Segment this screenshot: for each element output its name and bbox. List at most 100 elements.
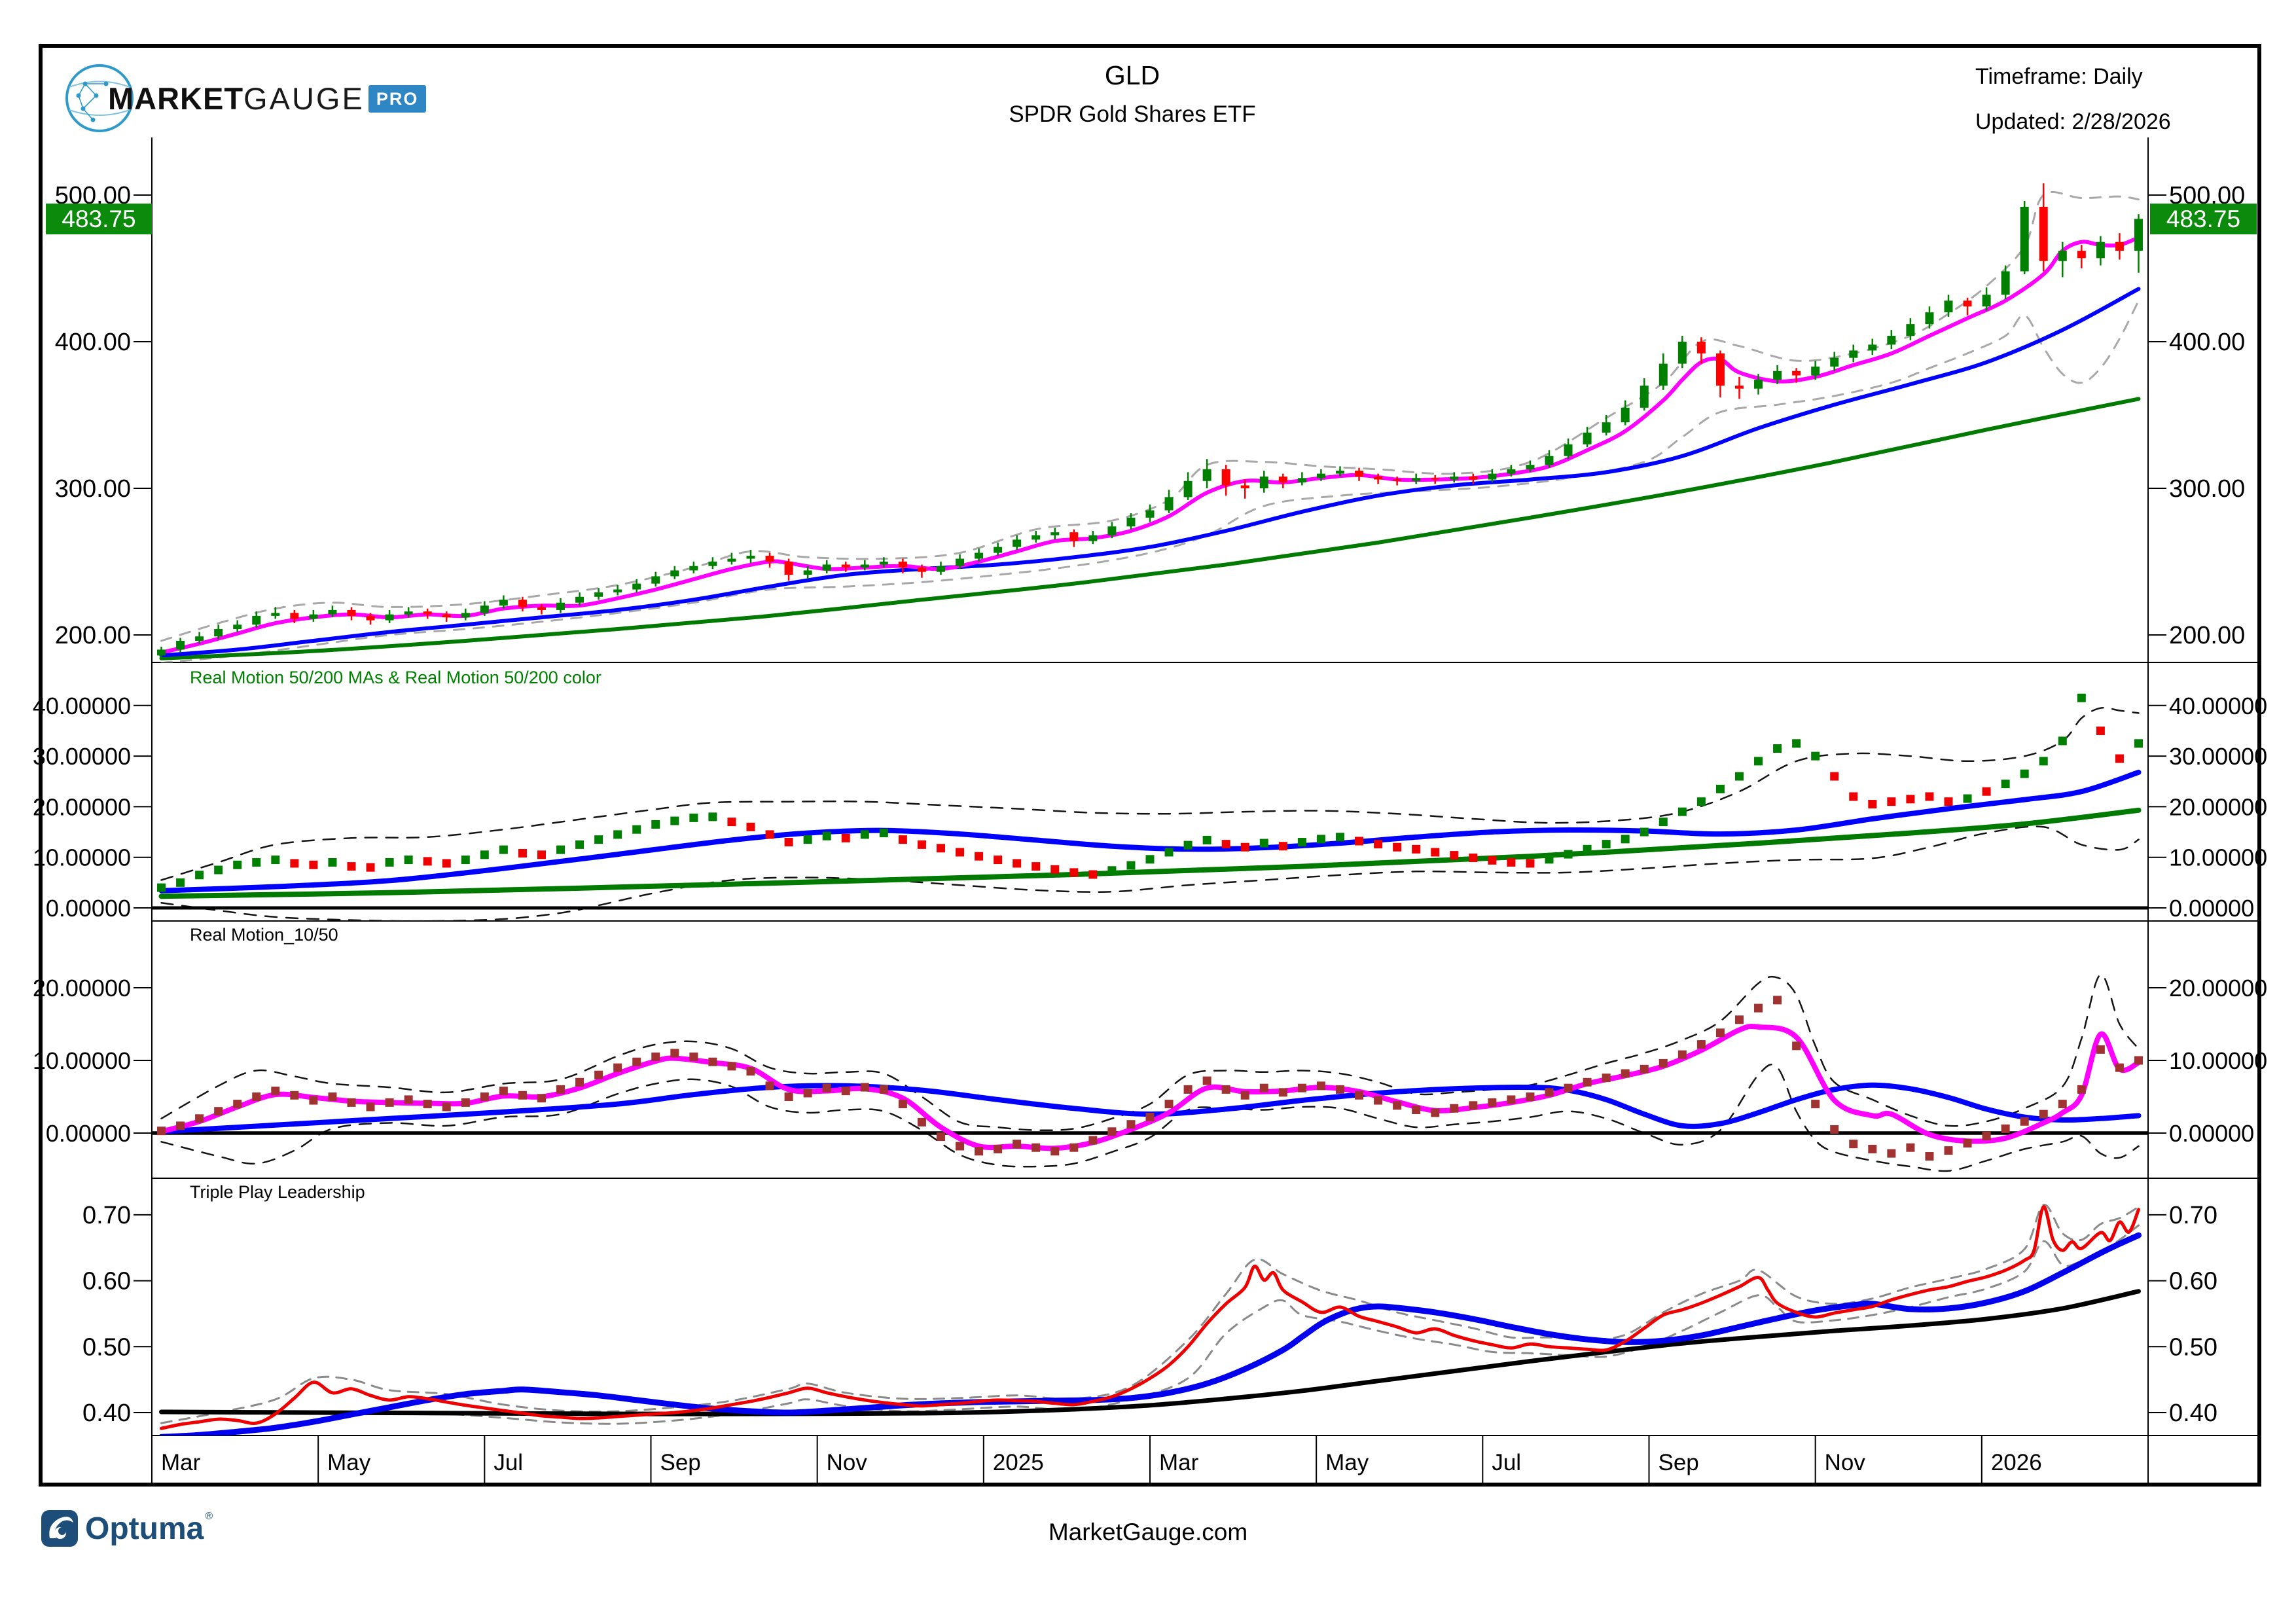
candle-body (1050, 532, 1060, 535)
rm1050-dot (651, 1052, 660, 1061)
candle-body (1202, 469, 1211, 481)
candle-body (385, 614, 394, 621)
y-tick-label-left: 10.00000 (33, 844, 131, 871)
candle-body (765, 556, 774, 562)
rm1050-dot (670, 1049, 679, 1058)
rm50200-dot (366, 863, 375, 872)
rm50200-dot (975, 852, 984, 861)
rm1050-dot (2134, 1056, 2143, 1065)
rm1050-dot (594, 1070, 603, 1079)
rm50200-dot (841, 833, 850, 842)
candle-body (157, 649, 166, 656)
candle-body (1754, 380, 1763, 389)
y-tick-label-left: 0.00000 (46, 895, 131, 922)
rm50200-dot (1830, 772, 1839, 781)
rm50200-dot (632, 825, 641, 834)
rm50200-dot (1450, 851, 1459, 860)
rm1050-dot (1545, 1088, 1554, 1097)
candle-body (1526, 465, 1535, 469)
y-tick-label-right: 0.40 (2169, 1399, 2217, 1427)
rm50200-dot (1811, 751, 1820, 761)
rm50200-dot (651, 820, 660, 829)
logo-gauge: GAUGE (243, 81, 365, 116)
rm50200-dot (1013, 859, 1022, 868)
x-axis-month-strip: Mar May Jul Sep Nov 2025 Mar May Jul Sep Nov 2026 (151, 1435, 2149, 1483)
rm1050-dot (252, 1092, 261, 1101)
rm1050-dot (1963, 1139, 1972, 1148)
rm50200-dot (1754, 757, 1763, 766)
y-tick-label-right: 0.50 (2169, 1333, 2217, 1361)
candle-body (594, 592, 603, 597)
rm50200-dot (176, 878, 185, 887)
rm1050-dot (214, 1107, 223, 1116)
rm1050-dot (366, 1102, 375, 1111)
header-meta: Timeframe: Daily Updated: 2/28/2026 (1975, 64, 2171, 135)
candle-body (1278, 477, 1287, 483)
y-tick-label-right: 30.00000 (2169, 743, 2267, 770)
page-subtitle: SPDR Gold Shares ETF (1009, 101, 1256, 127)
rm1050-dot (1374, 1096, 1383, 1105)
y-tick-label-right: 300.00 (2169, 475, 2245, 503)
y-tick-label-left: 0.60 (82, 1268, 131, 1295)
rm50200-dot (1126, 861, 1136, 870)
rm50200-dot (803, 835, 812, 844)
rm1050-dot (1696, 1040, 1706, 1049)
candle-body (1715, 353, 1725, 386)
candle-body (366, 615, 375, 621)
rm50200-dot (195, 871, 204, 880)
candle-body (518, 600, 527, 607)
rm1050-dot (1887, 1149, 1896, 1158)
rm50200-dot (1221, 840, 1230, 849)
rm50200-dot (1526, 859, 1535, 868)
rm50200-dot (1107, 866, 1117, 875)
rm50200-dot (1374, 840, 1383, 849)
rm50200-dot (252, 857, 261, 867)
rm50200-dot (1164, 848, 1174, 857)
rm50200-dot (423, 857, 432, 866)
candle-body (1734, 386, 1744, 389)
candle-body (975, 552, 984, 559)
rm50200-dot (575, 840, 584, 849)
rm1050-dot (1031, 1143, 1041, 1152)
rm50200-dot (404, 856, 413, 865)
candle-body (994, 547, 1003, 553)
registered-mark: ® (205, 1511, 213, 1522)
y-tick-label-left: 0.50 (82, 1333, 131, 1361)
y-tick-label-right: 20.00000 (2169, 793, 2267, 820)
rm1050-dot (1316, 1081, 1325, 1091)
rm50200-dot (1640, 827, 1649, 837)
candle-body (442, 614, 451, 618)
rm1050-dot (765, 1081, 774, 1091)
rm50200-dot (689, 813, 698, 822)
rm50200-dot (2096, 726, 2105, 735)
rm1050-dot (1507, 1095, 1516, 1104)
rm1050-dot (860, 1083, 869, 1092)
y-tick-label-left: 200.00 (55, 622, 131, 649)
rm50200-dot (461, 856, 470, 865)
rm1050-dot (1088, 1136, 1098, 1145)
rm50200-dot (1297, 838, 1306, 847)
rm1050-dot (1469, 1101, 1478, 1110)
rm1050-dot (1393, 1101, 1402, 1110)
candle-body (309, 614, 318, 619)
rm1050-dot (1278, 1088, 1287, 1097)
rm50200-dot (1335, 833, 1344, 842)
rm50200-dot (2020, 769, 2029, 778)
y-tick-label-right: 10.00000 (2169, 844, 2267, 871)
candle-body (1868, 344, 1877, 351)
candle-body (1126, 517, 1136, 527)
rm1050-dot (1583, 1077, 1592, 1087)
candle-body (1830, 357, 1839, 367)
rm1050-dot (708, 1057, 717, 1066)
candle-body (1545, 456, 1554, 465)
rm50200-dot (442, 859, 451, 868)
rm50_200-panel (152, 693, 2147, 921)
rm50200-dot (1031, 862, 1041, 871)
rm50200-dot (879, 829, 888, 838)
rm50200-dot (1696, 797, 1706, 806)
y-tick-label-left: 40.00000 (33, 693, 131, 719)
last-price-badge-right: 483.75 (2150, 204, 2257, 234)
rm50200-dot (328, 857, 337, 867)
candle-body (632, 583, 641, 590)
rm1050-dot (2020, 1117, 2029, 1126)
